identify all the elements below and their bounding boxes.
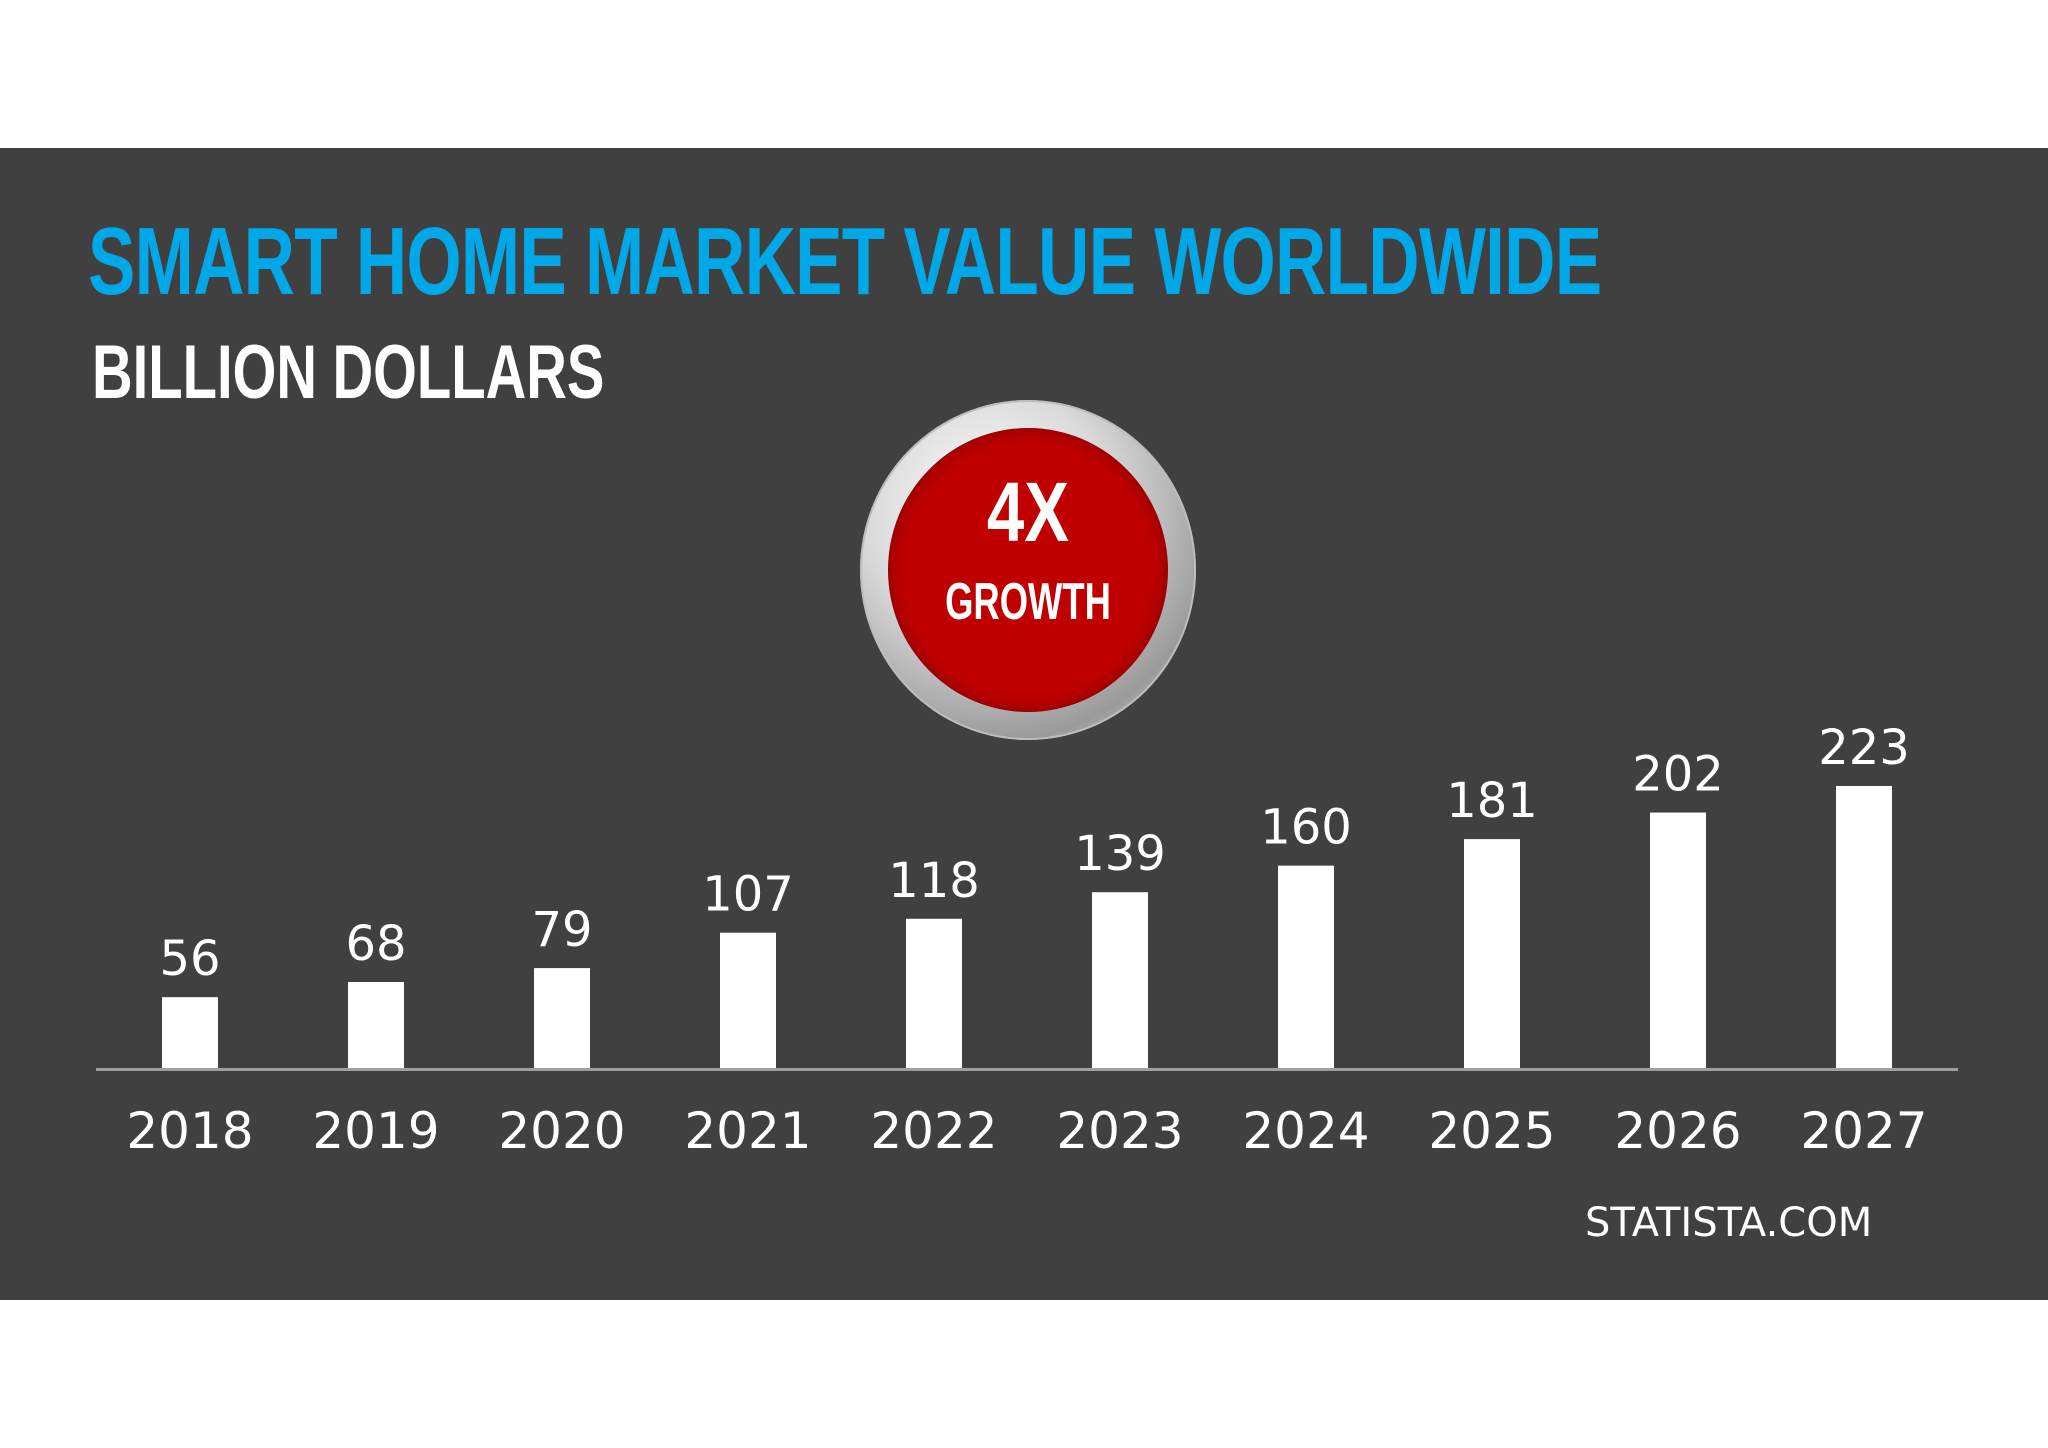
x-tick-label-2020: 2020 (498, 1102, 625, 1160)
bar-2022 (906, 918, 962, 1068)
x-tick-label-2023: 2023 (1056, 1102, 1183, 1160)
data-label-2020: 79 (531, 902, 592, 958)
data-label-2024: 160 (1260, 800, 1352, 856)
x-tick-label-2018: 2018 (126, 1102, 253, 1160)
data-label-2025: 181 (1446, 773, 1538, 829)
x-tick-label-2027: 2027 (1800, 1102, 1927, 1160)
bar-2020 (534, 968, 590, 1068)
bar-2023 (1092, 892, 1148, 1068)
data-label-2018: 56 (159, 931, 220, 987)
data-label-2019: 68 (345, 916, 406, 972)
growth-label: GROWTH (945, 573, 1111, 631)
data-label-2023: 139 (1074, 826, 1166, 882)
data-label-2022: 118 (888, 853, 980, 909)
growth-multiplier: 4X (986, 465, 1070, 559)
data-label-2026: 202 (1632, 747, 1724, 803)
bar-2019 (348, 982, 404, 1068)
data-label-2027: 223 (1818, 720, 1910, 776)
bar-2027 (1836, 786, 1892, 1068)
x-tick-label-2021: 2021 (684, 1102, 811, 1160)
bar-2025 (1464, 839, 1520, 1068)
data-label-2021: 107 (702, 867, 794, 923)
bar-2024 (1278, 865, 1334, 1068)
bar-2026 (1650, 812, 1706, 1068)
bar-2021 (720, 932, 776, 1068)
bar-2018 (162, 997, 218, 1068)
x-tick-label-2024: 2024 (1242, 1102, 1369, 1160)
chart-title: SMART HOME MARKET VALUE WORLDWIDE (88, 208, 1602, 315)
growth-badge (888, 428, 1168, 712)
x-tick-label-2022: 2022 (870, 1102, 997, 1160)
source-label: STATISTA.COM (1585, 1200, 1873, 1246)
x-tick-label-2026: 2026 (1614, 1102, 1741, 1160)
x-tick-label-2025: 2025 (1428, 1102, 1555, 1160)
chart-subtitle: BILLION DOLLARS (92, 330, 605, 415)
x-tick-label-2019: 2019 (312, 1102, 439, 1160)
